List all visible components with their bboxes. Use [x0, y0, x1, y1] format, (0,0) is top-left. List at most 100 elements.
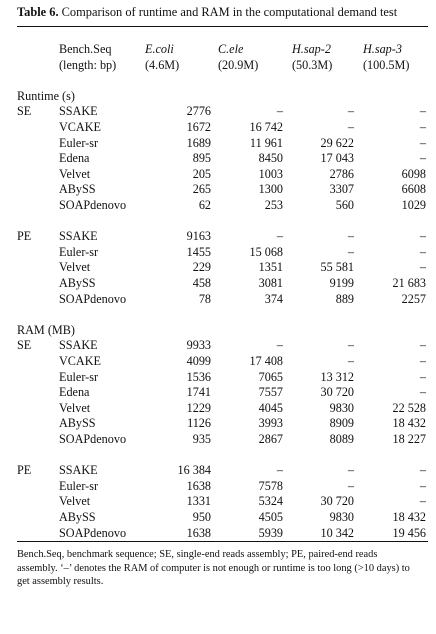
value-cell: 935: [145, 432, 218, 448]
value-cell: –: [363, 260, 428, 276]
value-cell: –: [363, 463, 428, 479]
table-row: Edena 1741 7557 30 720–: [17, 385, 428, 401]
value-cell: 1672: [145, 120, 218, 136]
table-header: Bench.Seq E.coli C.ele H.sap-2 H.sap-3 (…: [17, 27, 428, 89]
value-cell: 9199: [292, 276, 363, 292]
table-row: SOAPdenovo 78 374 889 2257: [17, 292, 428, 308]
group-label-empty: [17, 401, 59, 417]
value-cell: 9830: [292, 510, 363, 526]
table-row: Velvet 1229 4045 9830 22 528: [17, 401, 428, 417]
section-title: RAM (MB): [17, 323, 428, 339]
assembler-name: ABySS: [59, 182, 145, 198]
value-cell: 1029: [363, 198, 428, 214]
value-cell: 2786: [292, 167, 363, 183]
value-cell: 17 408: [218, 354, 292, 370]
assembler-name: Euler-sr: [59, 245, 145, 261]
caption-text: Comparison of runtime and RAM in the com…: [62, 5, 398, 19]
table-row: Euler-sr 1455 15 068 – –: [17, 245, 428, 261]
table-row: Euler-sr 1689 11 961 29 622–: [17, 136, 428, 152]
value-cell: 2776: [145, 104, 218, 120]
value-cell: –: [363, 151, 428, 167]
assembler-name: Edena: [59, 385, 145, 401]
assembler-name: Velvet: [59, 260, 145, 276]
bottom-rule: [17, 541, 428, 542]
group-label-empty: [17, 245, 59, 261]
value-cell: 30 720: [292, 385, 363, 401]
value-cell: 17 043: [292, 151, 363, 167]
value-cell: 18 227: [363, 432, 428, 448]
value-cell: –: [218, 463, 292, 479]
value-cell: –: [363, 136, 428, 152]
value-cell: 1003: [218, 167, 292, 183]
value-cell: 950: [145, 510, 218, 526]
value-cell: 1126: [145, 416, 218, 432]
header-row-names: Bench.Seq E.coli C.ele H.sap-2 H.sap-3: [17, 42, 428, 58]
value-cell: 78: [145, 292, 218, 308]
table-caption: Table 6. Comparison of runtime and RAM i…: [17, 5, 428, 21]
section-title: Runtime (s): [17, 89, 428, 105]
table-row: VCAKE 4099 17 408– –: [17, 354, 428, 370]
table-row: ABySS 265 1300 3307 6608: [17, 182, 428, 198]
assembler-name: SOAPdenovo: [59, 198, 145, 214]
value-cell: 16 384: [145, 463, 218, 479]
value-cell: 18 432: [363, 510, 428, 526]
value-cell: –: [363, 229, 428, 245]
table-row: Euler-sr 1536 7065 13 312–: [17, 370, 428, 386]
assembler-name: ABySS: [59, 276, 145, 292]
group-label-empty: [17, 182, 59, 198]
table-row: Velvet 229 1351 55 581–: [17, 260, 428, 276]
value-cell: 9830: [292, 401, 363, 417]
value-cell: –: [363, 245, 428, 261]
value-cell: –: [292, 245, 363, 261]
section-title-row: RAM (MB): [17, 323, 428, 339]
value-cell: 55 581: [292, 260, 363, 276]
table-body: Runtime (s) SE SSAKE 2776– – – VCAKE 1672 16 742…: [17, 89, 428, 541]
value-cell: 9163: [145, 229, 218, 245]
header-cele: C.ele: [218, 42, 292, 58]
table-row: SOAPdenovo 935 2867 8089 18 227: [17, 432, 428, 448]
header-cele-length: (20.9M): [218, 58, 292, 74]
assembler-name: SOAPdenovo: [59, 432, 145, 448]
value-cell: –: [363, 120, 428, 136]
assembler-name: SOAPdenovo: [59, 526, 145, 542]
table-row: SE SSAKE 2776– – –: [17, 104, 428, 120]
table-footnote: Bench.Seq, benchmark sequence; SE, singl…: [17, 548, 428, 589]
assembler-name: SSAKE: [59, 338, 145, 354]
value-cell: 1536: [145, 370, 218, 386]
value-cell: 1638: [145, 479, 218, 495]
header-length: (length: bp): [59, 58, 145, 74]
group-label-empty: [17, 526, 59, 542]
group-label-empty: [17, 494, 59, 510]
value-cell: 21 683: [363, 276, 428, 292]
value-cell: 229: [145, 260, 218, 276]
value-cell: 29 622: [292, 136, 363, 152]
header-ecoli-length: (4.6M): [145, 58, 218, 74]
assembler-name: Euler-sr: [59, 370, 145, 386]
value-cell: 458: [145, 276, 218, 292]
assembler-name: Velvet: [59, 494, 145, 510]
table-row: Velvet 1331 5324 30 720 –: [17, 494, 428, 510]
table-row: Euler-sr 1638 7578 – –: [17, 479, 428, 495]
value-cell: 10 342: [292, 526, 363, 542]
value-cell: –: [363, 354, 428, 370]
value-cell: 7065: [218, 370, 292, 386]
assembler-name: ABySS: [59, 510, 145, 526]
group-label-empty: [17, 276, 59, 292]
assembler-name: SSAKE: [59, 463, 145, 479]
value-cell: 7557: [218, 385, 292, 401]
value-cell: 1638: [145, 526, 218, 542]
value-cell: 15 068: [218, 245, 292, 261]
header-bench-seq: Bench.Seq: [59, 42, 145, 58]
group-label-empty: [17, 370, 59, 386]
assembler-name: ABySS: [59, 416, 145, 432]
header-hsap3: H.sap-3: [363, 42, 428, 58]
group-label-empty: [17, 510, 59, 526]
value-cell: –: [363, 494, 428, 510]
value-cell: –: [363, 479, 428, 495]
value-cell: 8450: [218, 151, 292, 167]
value-cell: –: [363, 338, 428, 354]
value-cell: –: [218, 338, 292, 354]
header-ecoli: E.coli: [145, 42, 218, 58]
value-cell: 30 720: [292, 494, 363, 510]
table-row: ABySS 950 4505 9830 18 432: [17, 510, 428, 526]
